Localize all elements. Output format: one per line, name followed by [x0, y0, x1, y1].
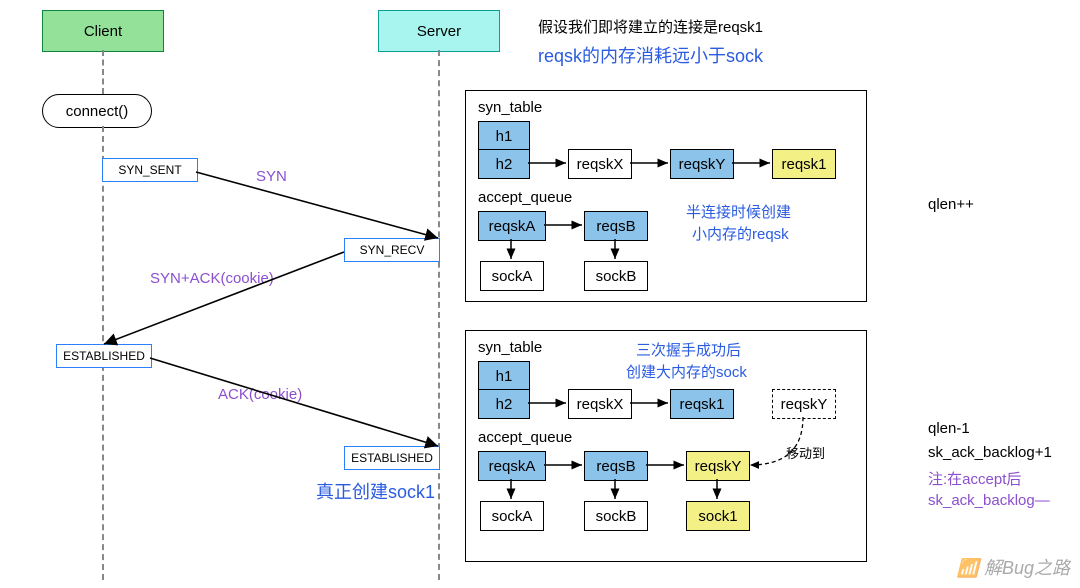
p1-aq: accept_queue — [478, 189, 572, 206]
syn-sent-state: SYN_SENT — [102, 158, 198, 182]
p1-h1-t: h1 — [496, 128, 513, 145]
connect-box: connect() — [42, 94, 152, 128]
p1-sockA: sockA — [480, 261, 544, 291]
accept-note2: sk_ack_backlog— — [928, 492, 1050, 509]
qlen-inc: qlen++ — [928, 196, 974, 213]
p2-note2: 创建大内存的sock — [626, 361, 747, 382]
server-label: Server — [417, 23, 461, 40]
syn-sent-label: SYN_SENT — [118, 163, 181, 177]
p1-reqsk1: reqsk1 — [772, 149, 836, 179]
p2-move: 移动到 — [786, 443, 825, 462]
p2-reqskA: reqskA — [478, 451, 546, 481]
est1-label: ESTABLISHED — [63, 349, 145, 363]
p1-reqsB: reqsB — [584, 211, 648, 241]
p2-h2: h2 — [478, 389, 530, 419]
server-lifeline — [438, 50, 440, 580]
p1-rb-t: reqsB — [596, 218, 635, 235]
est2-label: ESTABLISHED — [351, 451, 433, 465]
p1-note2: 小内存的reqsk — [692, 223, 789, 244]
p2-sock1: sock1 — [686, 501, 750, 531]
p1-ra-t: reqskA — [489, 218, 536, 235]
syn-recv-label: SYN_RECV — [360, 243, 425, 257]
p2-sockA: sockA — [480, 501, 544, 531]
top-note1: 假设我们即将建立的连接是reqsk1 — [538, 16, 763, 37]
p2-s1-t: sock1 — [698, 508, 737, 525]
top-note2: reqsk的内存消耗远小于sock — [538, 42, 763, 68]
p2-reqskY: reqskY — [686, 451, 750, 481]
p2-rb-t: reqsB — [596, 458, 635, 475]
p2-r1-t: reqsk1 — [679, 396, 724, 413]
p1-h2: h2 — [478, 149, 530, 179]
bottom-note: 真正创建sock1 — [316, 478, 435, 504]
p1-sb-t: sockB — [596, 268, 637, 285]
panel1: syn_table h1 h2 reqskX reqskY reqsk1 acc… — [465, 90, 867, 302]
established2-state: ESTABLISHED — [344, 446, 440, 470]
p1-h1: h1 — [478, 121, 530, 151]
panel2: syn_table h1 h2 reqskX reqsk1 reqskY acc… — [465, 330, 867, 562]
syn-recv-state: SYN_RECV — [344, 238, 440, 262]
client-lifeline — [102, 50, 104, 94]
client-label: Client — [84, 23, 122, 40]
syn-msg: SYN — [256, 168, 287, 185]
p2-sa-t: sockA — [492, 508, 533, 525]
p2-sockB: sockB — [584, 501, 648, 531]
p1-reqskX: reqskX — [568, 149, 632, 179]
synack-msg: SYN+ACK(cookie) — [150, 270, 274, 287]
p2-ry-t: reqskY — [695, 458, 742, 475]
watermark: 📶 解Bug之路 — [957, 554, 1070, 580]
p2-reqsB: reqsB — [584, 451, 648, 481]
p2-h1-t: h1 — [496, 368, 513, 385]
p2-reqskX: reqskX — [568, 389, 632, 419]
p2-aq: accept_queue — [478, 429, 572, 446]
p2-reqskY-dashed: reqskY — [772, 389, 836, 419]
qlen-dec: qlen-1 — [928, 420, 970, 437]
p1-h2-t: h2 — [496, 156, 513, 173]
p1-r1-t: reqsk1 — [781, 156, 826, 173]
ack-msg: ACK(cookie) — [218, 386, 302, 403]
client-actor: Client — [42, 10, 164, 52]
accept-note1: 注:在accept后 — [928, 468, 1021, 489]
p1-ry-t: reqskY — [679, 156, 726, 173]
p1-sockB: sockB — [584, 261, 648, 291]
p1-rx-t: reqskX — [577, 156, 624, 173]
p2-note1: 三次握手成功后 — [636, 339, 741, 360]
p2-sb-t: sockB — [596, 508, 637, 525]
p2-ryd-t: reqskY — [781, 396, 828, 413]
p2-syntable: syn_table — [478, 339, 542, 356]
p1-sa-t: sockA — [492, 268, 533, 285]
established1-state: ESTABLISHED — [56, 344, 152, 368]
p2-h1: h1 — [478, 361, 530, 391]
p1-reqskA: reqskA — [478, 211, 546, 241]
p2-rx-t: reqskX — [577, 396, 624, 413]
p2-ra-t: reqskA — [489, 458, 536, 475]
p2-reqsk1: reqsk1 — [670, 389, 734, 419]
watermark-text: 解Bug之路 — [984, 558, 1070, 578]
p2-h2-t: h2 — [496, 396, 513, 413]
p1-note1: 半连接时候创建 — [686, 201, 791, 222]
skack-inc: sk_ack_backlog+1 — [928, 444, 1052, 461]
p1-reqskY: reqskY — [670, 149, 734, 179]
server-actor: Server — [378, 10, 500, 52]
p1-syntable: syn_table — [478, 99, 542, 116]
connect-label: connect() — [66, 103, 129, 120]
